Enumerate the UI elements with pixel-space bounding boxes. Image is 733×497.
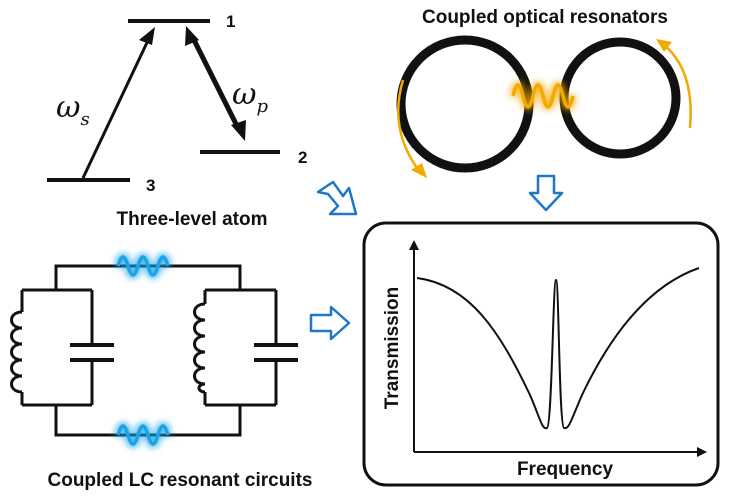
- right-inductor: [193, 302, 206, 394]
- top-coupling-wave: [116, 255, 170, 277]
- circuits-title: Coupled LC resonant circuits: [48, 470, 313, 491]
- left-ring-resonator: [396, 35, 534, 173]
- transmission-plot: Transmission Frequency: [362, 221, 720, 487]
- plot-frame: [362, 221, 720, 487]
- transmission-curve: [416, 267, 700, 430]
- left-inductor: [10, 310, 23, 394]
- level-1-label: 1: [226, 12, 235, 31]
- three-level-atom: 1 2 3 ωs ωp Three-level atom: [47, 12, 307, 230]
- left-ring-circulation-arrow: [397, 79, 427, 178]
- coupled-optical-resonators: Coupled optical resonators: [396, 7, 692, 178]
- right-ring-circulation-arrow: [656, 39, 692, 129]
- pump-transition-arrow: [185, 26, 246, 141]
- omega-s-label: ωs: [56, 90, 90, 130]
- right-tank-frame: [203, 288, 278, 407]
- resonators-to-plot-arrow: [528, 174, 564, 212]
- coupled-lc-circuits: [10, 264, 298, 437]
- signal-transition-arrow: [81, 27, 155, 179]
- optical-coupling-wave: [511, 83, 575, 109]
- three-level-atom-title: Three-level atom: [117, 209, 268, 230]
- x-axis-label: Frequency: [517, 459, 614, 480]
- omega-p-label: ωp: [232, 77, 268, 117]
- atom-to-plot-arrow: [316, 180, 358, 216]
- level-3-label: 3: [146, 176, 155, 195]
- left-tank-frame: [20, 288, 94, 407]
- bottom-coupling-wave: [116, 424, 170, 446]
- resonators-title: Coupled optical resonators: [422, 7, 668, 28]
- y-axis-label: Transmission: [382, 287, 403, 410]
- circuits-to-plot-arrow: [309, 305, 351, 341]
- right-ring-resonator: [559, 37, 681, 159]
- level-2-label: 2: [298, 148, 307, 167]
